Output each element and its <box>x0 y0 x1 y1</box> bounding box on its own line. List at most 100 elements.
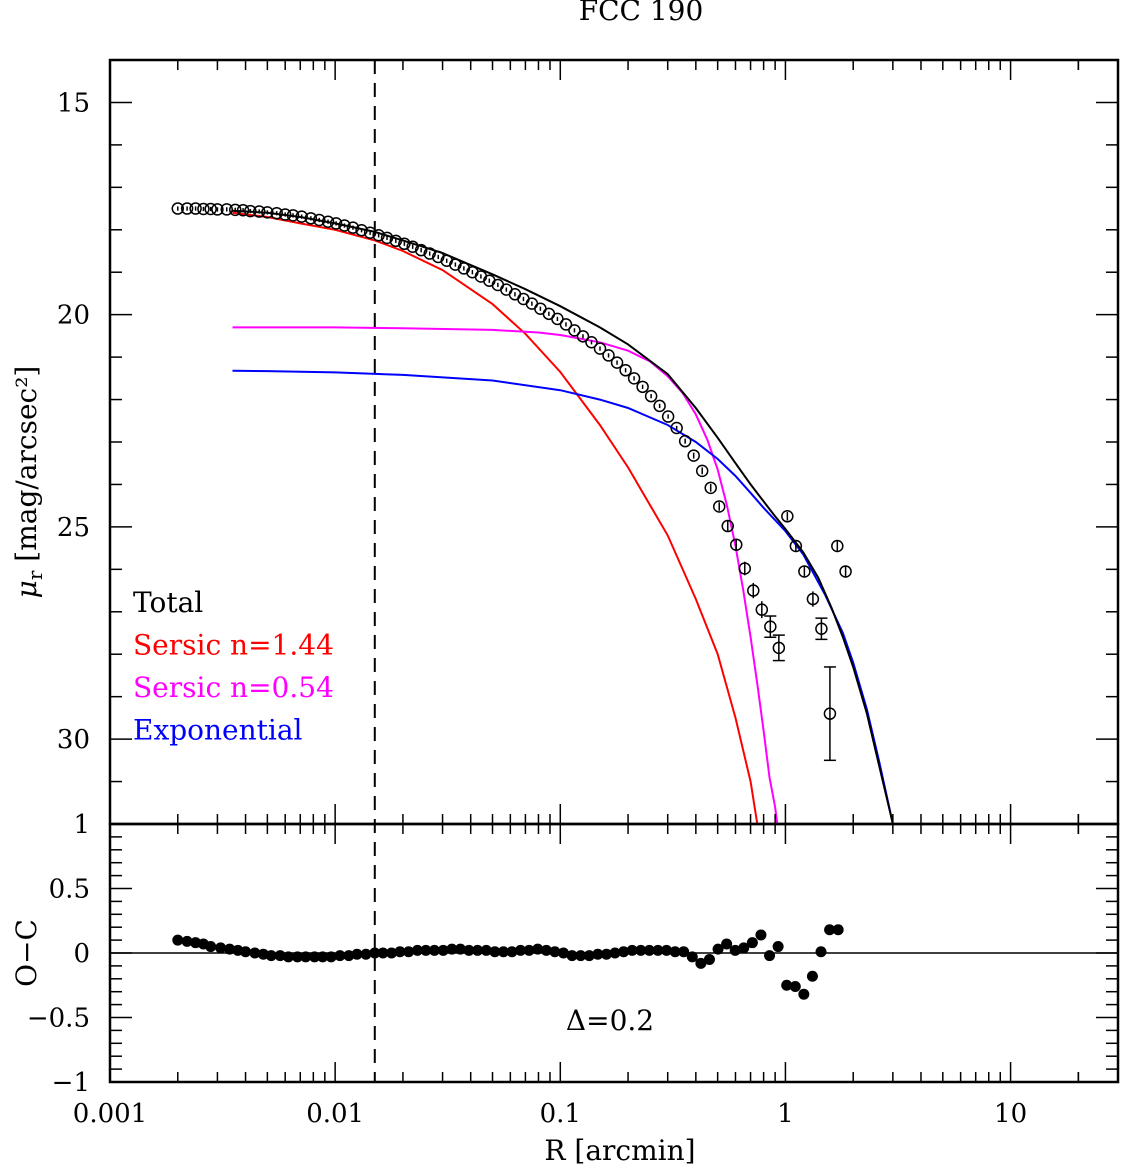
residual-point <box>181 935 193 947</box>
data-point <box>329 217 343 230</box>
data-point <box>414 243 428 257</box>
data-point <box>772 641 786 655</box>
data-point <box>619 364 632 377</box>
residual-point <box>463 944 475 956</box>
data-point <box>636 380 649 394</box>
residual-point <box>755 929 767 941</box>
legend-entry: Exponential <box>133 714 303 747</box>
residual-point <box>729 944 741 956</box>
data-point <box>180 202 194 215</box>
residual-point <box>549 946 561 958</box>
x-tick-label: 0.01 <box>306 1099 364 1129</box>
data-point <box>380 231 394 245</box>
residual-point <box>566 950 578 962</box>
data-point <box>627 372 641 385</box>
data-point <box>644 389 658 403</box>
x-tick-label: 0.1 <box>540 1099 581 1129</box>
residual-point <box>282 951 294 963</box>
residual-point <box>652 944 664 956</box>
residual-point <box>420 944 432 956</box>
data-point <box>712 500 726 513</box>
x-tick-label: 1 <box>777 1099 794 1129</box>
residual-point <box>721 938 733 950</box>
chart-title: FCC 190 <box>579 0 704 27</box>
data-point <box>171 202 185 215</box>
top-y-tick-label: 25 <box>57 513 90 543</box>
residual-point <box>446 943 458 955</box>
legend: Total Sersic n=1.44 Sersic n=0.54 Exponenti… <box>133 586 334 747</box>
top-y-axis-title: μr [mag/arcsec²] <box>10 366 47 599</box>
top-y-tick-label: 20 <box>57 301 90 331</box>
bottom-y-tick-label: 1 <box>73 810 90 840</box>
residual-point <box>377 947 389 959</box>
residual-point <box>669 946 681 958</box>
data-point <box>244 204 257 218</box>
data-point <box>286 209 300 222</box>
residual-point <box>325 951 337 963</box>
residual-point <box>360 948 372 960</box>
residual-point <box>497 946 509 958</box>
data-point <box>789 539 803 553</box>
residual-point <box>557 947 569 959</box>
data-point <box>372 229 385 242</box>
y-axis-title-subscript: r <box>23 570 47 580</box>
residual-point <box>789 981 801 993</box>
data-point <box>551 312 564 326</box>
residual-point <box>764 950 776 962</box>
series-line-exponential <box>232 369 894 824</box>
bottom-y-tick-label: 0.5 <box>49 875 90 905</box>
residual-point <box>583 950 595 962</box>
legend-entry: Sersic n=1.44 <box>133 629 334 662</box>
data-point <box>831 539 844 553</box>
data-point <box>389 234 403 248</box>
data-points <box>171 202 852 762</box>
data-point <box>661 410 675 423</box>
data-point <box>806 592 820 606</box>
data-point <box>755 603 769 616</box>
data-point <box>236 204 250 217</box>
data-point <box>252 205 266 218</box>
x-axis-title: R [arcmin] <box>544 1134 695 1167</box>
data-point <box>653 399 666 413</box>
residual-point <box>798 988 810 1000</box>
residual-point <box>386 947 398 959</box>
data-point <box>313 213 326 227</box>
residual-point <box>351 948 363 960</box>
data-point <box>687 449 700 462</box>
residual-point <box>317 951 329 963</box>
data-point <box>204 202 217 216</box>
residual-point <box>600 948 612 960</box>
data-point <box>602 349 615 362</box>
data-point <box>406 240 419 254</box>
y-axis-title-symbol: μ <box>10 580 43 598</box>
residual-point <box>428 944 440 956</box>
residual-point <box>369 947 381 959</box>
residual-point <box>334 950 346 962</box>
residual-point <box>532 943 544 955</box>
residual-point <box>480 944 492 956</box>
data-point <box>559 318 573 331</box>
residual-point <box>515 944 527 956</box>
residual-point <box>575 950 587 962</box>
data-point <box>721 519 734 533</box>
residual-point <box>592 948 604 960</box>
residual-point <box>265 950 277 962</box>
residual-point <box>215 942 227 954</box>
data-point <box>346 221 360 234</box>
data-point <box>568 324 581 337</box>
data-point <box>610 356 624 369</box>
residual-point <box>712 943 724 955</box>
residual-point <box>609 947 621 959</box>
series-line-sersic-n-0-54 <box>232 326 779 824</box>
data-point <box>747 584 760 597</box>
residual-point <box>249 947 261 959</box>
data-point <box>593 342 607 355</box>
residual-point <box>240 946 252 958</box>
residual-point <box>626 944 638 956</box>
residual-point <box>300 951 312 963</box>
data-point <box>211 203 224 216</box>
x-tick-label: 0.001 <box>73 1099 147 1129</box>
top-y-tick-label: 30 <box>57 725 90 755</box>
data-point <box>585 336 598 349</box>
